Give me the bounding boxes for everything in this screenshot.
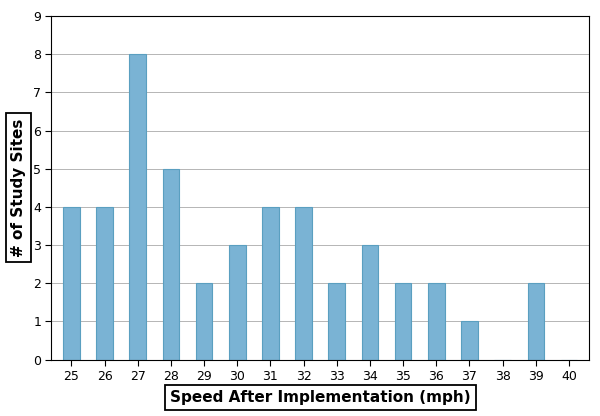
Bar — [196, 283, 212, 359]
Bar — [362, 245, 378, 359]
Bar — [328, 283, 345, 359]
Bar — [63, 207, 80, 359]
Bar — [130, 54, 146, 359]
Bar — [428, 283, 445, 359]
Bar — [295, 207, 312, 359]
Bar — [163, 169, 179, 359]
Bar — [96, 207, 113, 359]
Bar — [395, 283, 412, 359]
Bar — [262, 207, 279, 359]
Bar — [527, 283, 544, 359]
Bar — [461, 322, 478, 359]
Y-axis label: # of Study Sites: # of Study Sites — [11, 119, 26, 257]
X-axis label: Speed After Implementation (mph): Speed After Implementation (mph) — [170, 390, 470, 405]
Bar — [229, 245, 245, 359]
